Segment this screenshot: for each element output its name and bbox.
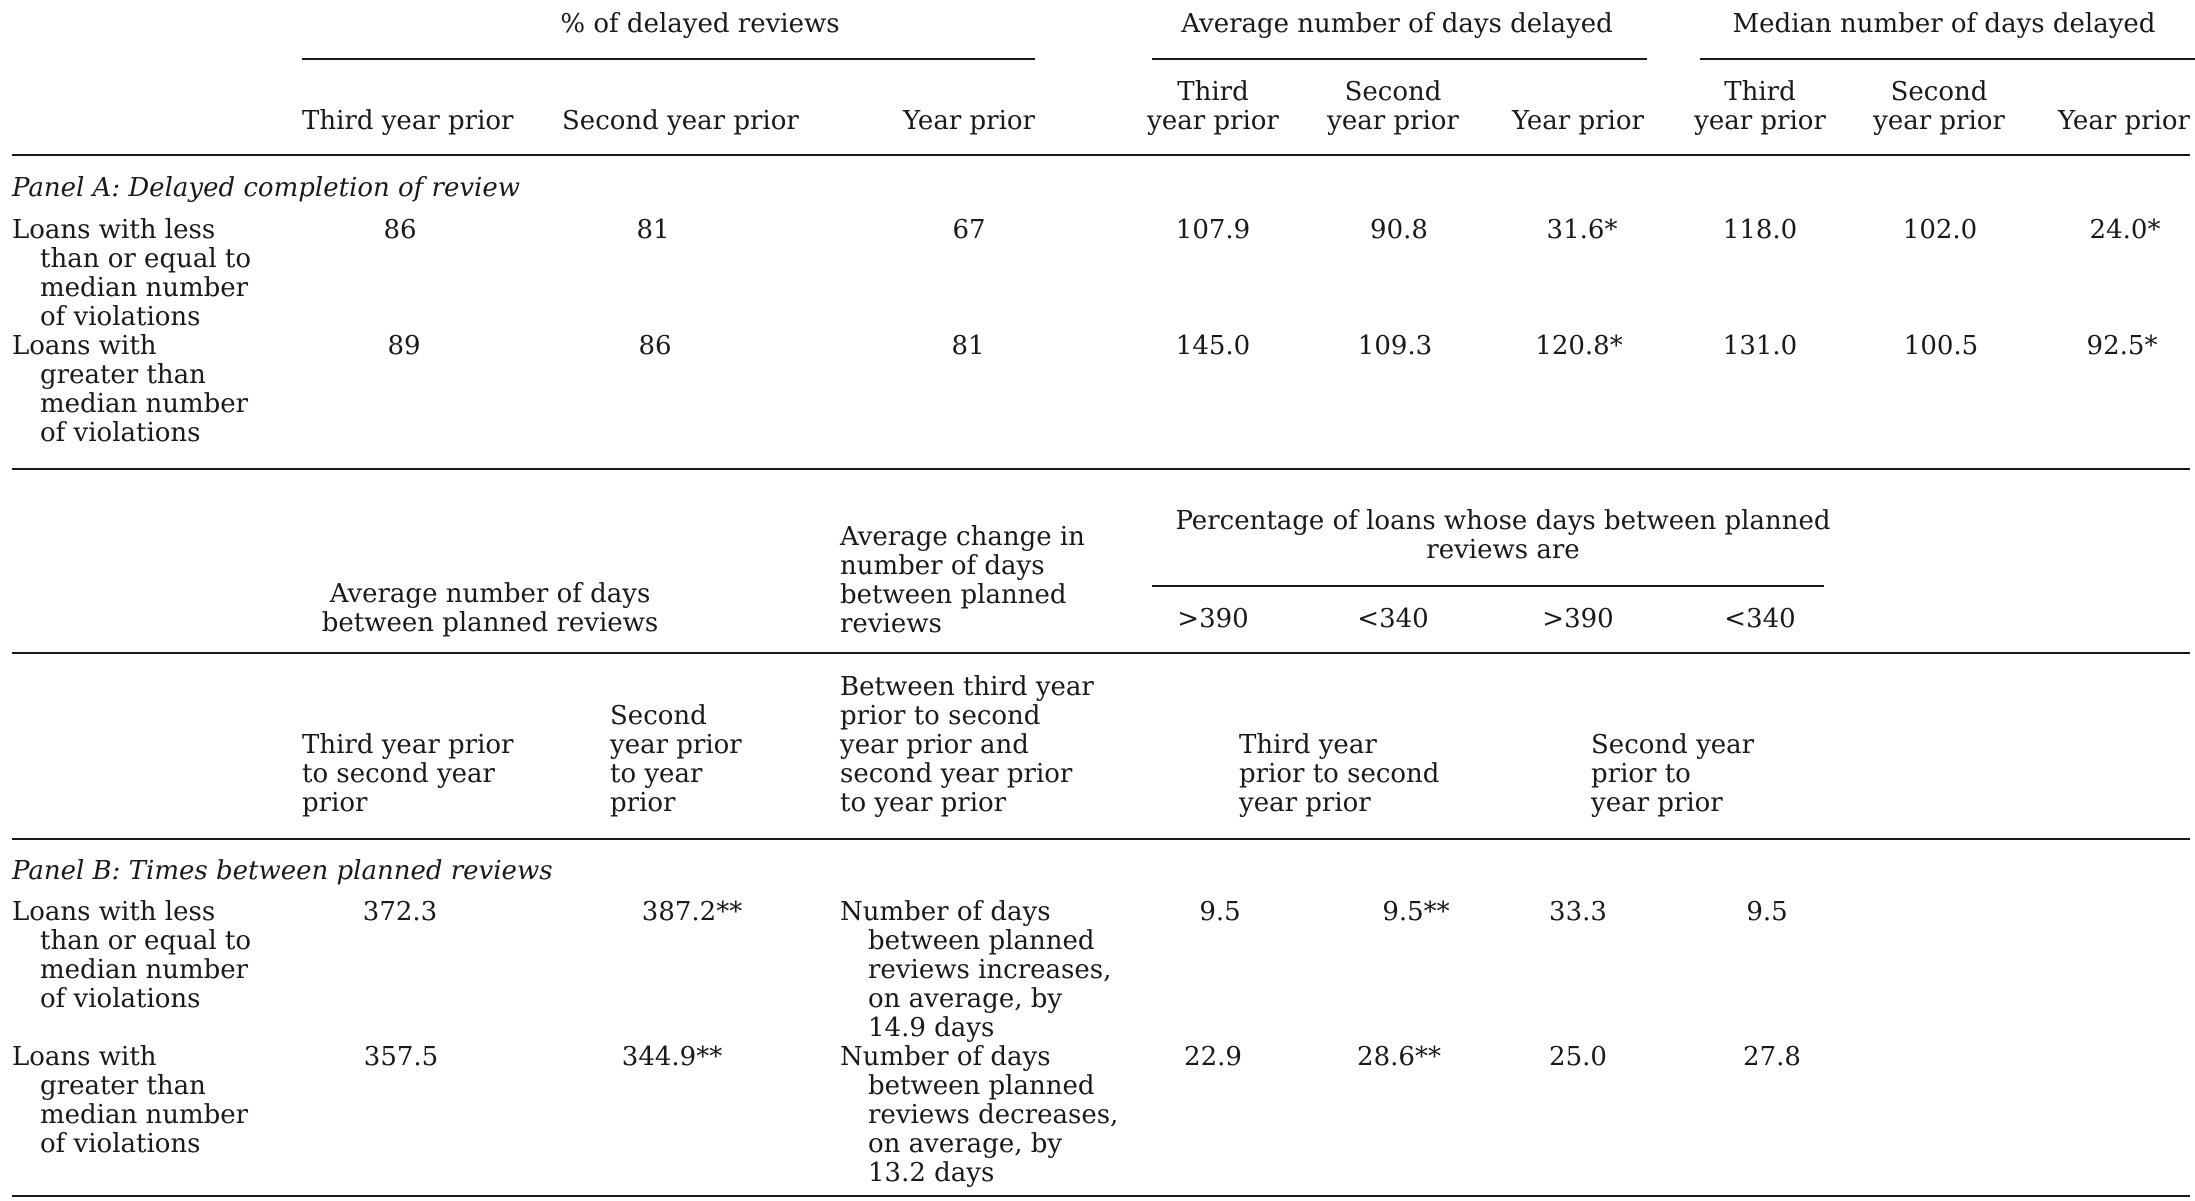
row-label-greater: Loans with greater than median number of… <box>12 331 249 448</box>
rule-pct-loans <box>1152 585 1824 587</box>
a-r1-med-second: 102.0 <box>1902 215 1978 245</box>
col-avg-third-year-prior: Third year prior <box>1147 77 1279 136</box>
sub-pct-third-to-second: Third year prior to second year prior <box>1239 730 1440 818</box>
a-r1-pct-year: 67 <box>952 215 986 245</box>
rule-delayed-pct <box>302 58 1035 60</box>
b-r2-pct-4: 27.8 <box>1743 1042 1801 1072</box>
b-r2-pct-2: 28.6** <box>1357 1042 1441 1072</box>
rule-panel-b-top <box>12 838 2190 840</box>
a-r1-avg-year: 31.6* <box>1546 215 1618 245</box>
a-r1-pct-second: 81 <box>636 215 670 245</box>
col-third-year-prior: Third year prior <box>302 106 514 136</box>
col-median-third-year-prior: Third year prior <box>1694 77 1826 136</box>
col-median-year-prior: Year prior <box>2058 106 2190 136</box>
col-median-second-year-prior: Second year prior <box>1873 77 2005 136</box>
b-r1-pct-1: 9.5 <box>1199 897 1241 927</box>
panel-b-title: Panel B: Times between planned reviews <box>12 856 553 886</box>
pct-col-3: >390 <box>1542 604 1614 634</box>
a-r2-avg-second: 109.3 <box>1357 331 1433 361</box>
a-r2-pct-second: 86 <box>638 331 672 361</box>
a-r2-pct-third: 89 <box>387 331 421 361</box>
a-r2-med-third: 131.0 <box>1722 331 1798 361</box>
a-r1-med-third: 118.0 <box>1722 215 1798 245</box>
b-r1-pct-2: 9.5** <box>1382 897 1450 927</box>
b-r2-change: Number of days between planned reviews d… <box>840 1042 1119 1188</box>
rule-median-days <box>1700 58 2195 60</box>
pct-col-2: <340 <box>1357 604 1429 634</box>
pct-col-4: <340 <box>1724 604 1796 634</box>
col-avg-second-year-prior: Second year prior <box>1327 77 1459 136</box>
a-r2-med-second: 100.5 <box>1903 331 1979 361</box>
b-r2-pct-3: 25.0 <box>1549 1042 1607 1072</box>
b-r1-avg-second-year: 387.2** <box>641 897 743 927</box>
header-pct-loans: Percentage of loans whose days between p… <box>1175 506 1831 565</box>
a-r2-med-year: 92.5* <box>2086 331 2158 361</box>
a-r1-avg-third: 107.9 <box>1175 215 1251 245</box>
sub-between-years: Between third year prior to second year … <box>840 672 1094 818</box>
rule-avg-days <box>1152 58 1647 60</box>
col-second-year-prior: Second year prior <box>562 106 799 136</box>
header-median-days-delayed: Median number of days delayed <box>1732 9 2156 39</box>
sub-pct-second-to-year: Second year prior to year prior <box>1591 730 1755 818</box>
a-r1-avg-second: 90.8 <box>1370 215 1428 245</box>
header-avg-change: Average change in number of days between… <box>840 522 1085 639</box>
rule-panel-b-mid <box>12 652 2190 654</box>
row-label-less-equal: Loans with less than or equal to median … <box>12 215 252 332</box>
b-r1-pct-4: 9.5 <box>1746 897 1788 927</box>
b-r2-avg-second-year: 344.9** <box>621 1042 723 1072</box>
b-r1-avg-third-second: 372.3 <box>362 897 438 927</box>
pct-col-1: >390 <box>1177 604 1249 634</box>
a-r2-avg-year: 120.8* <box>1535 331 1623 361</box>
a-r2-avg-third: 145.0 <box>1175 331 1251 361</box>
a-r1-pct-third: 86 <box>383 215 417 245</box>
b-r1-pct-3: 33.3 <box>1549 897 1607 927</box>
header-avg-days-delayed: Average number of days delayed <box>1181 9 1613 39</box>
b-r1-change: Number of days between planned reviews i… <box>840 897 1112 1043</box>
rule-panel-b-bottom <box>12 1195 2190 1197</box>
b-r2-avg-third-second: 357.5 <box>363 1042 439 1072</box>
rule-panel-a-top <box>12 154 2190 156</box>
b-row-label-greater: Loans with greater than median number of… <box>12 1042 249 1159</box>
sub-second-to-year: Second year prior to year prior <box>610 701 742 818</box>
b-row-label-less-equal: Loans with less than or equal to median … <box>12 897 252 1014</box>
sub-third-to-second: Third year prior to second year prior <box>302 730 514 818</box>
a-r1-med-year: 24.0* <box>2089 215 2161 245</box>
header-avg-days-between: Average number of days between planned r… <box>321 579 659 638</box>
b-r2-pct-1: 22.9 <box>1184 1042 1242 1072</box>
header-delayed-pct: % of delayed reviews <box>560 9 840 39</box>
a-r2-pct-year: 81 <box>951 331 985 361</box>
rule-panel-a-bottom <box>12 468 2190 470</box>
panel-a-title: Panel A: Delayed completion of review <box>12 173 521 203</box>
col-avg-year-prior: Year prior <box>1512 106 1644 136</box>
col-year-prior: Year prior <box>903 106 1035 136</box>
